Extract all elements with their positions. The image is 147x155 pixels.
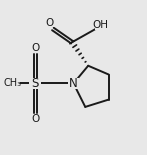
Text: CH₃: CH₃ — [3, 78, 22, 88]
Text: O: O — [31, 43, 39, 53]
FancyBboxPatch shape — [31, 115, 40, 123]
FancyBboxPatch shape — [95, 21, 107, 30]
FancyBboxPatch shape — [45, 19, 55, 27]
FancyBboxPatch shape — [68, 78, 79, 89]
FancyBboxPatch shape — [29, 78, 41, 89]
FancyBboxPatch shape — [31, 44, 40, 52]
Text: N: N — [69, 77, 78, 90]
Text: S: S — [32, 77, 39, 90]
FancyBboxPatch shape — [5, 79, 20, 88]
Text: OH: OH — [93, 20, 109, 30]
Text: O: O — [31, 114, 39, 124]
Text: O: O — [46, 18, 54, 28]
